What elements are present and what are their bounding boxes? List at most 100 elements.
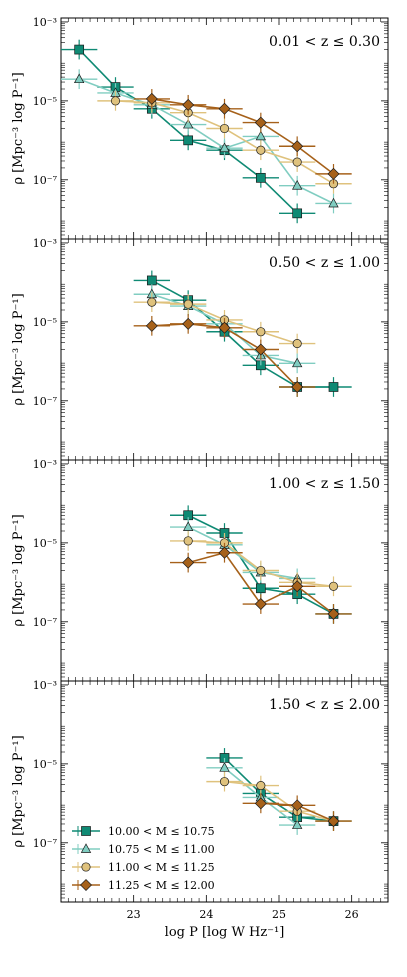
panel-3: 10⁻³ 10⁻⁵ 10⁻⁷ ρ [Mpc⁻³ log P⁻¹] 1.00 < z ≤ … bbox=[11, 458, 389, 682]
data-point bbox=[291, 819, 303, 829]
data-point bbox=[327, 167, 340, 180]
data-point bbox=[328, 581, 339, 591]
legend-marker bbox=[81, 862, 91, 872]
data-point bbox=[218, 102, 231, 115]
legend-label: 11.25 < M ≤ 12.00 bbox=[108, 879, 215, 892]
series-4 bbox=[133, 89, 352, 184]
series-line bbox=[151, 98, 334, 175]
legend-marker bbox=[80, 879, 92, 891]
data-point bbox=[183, 299, 193, 309]
data-point bbox=[291, 380, 304, 393]
data-point bbox=[147, 297, 157, 307]
data-point bbox=[291, 357, 303, 368]
data-point bbox=[256, 781, 266, 791]
y-tick-label: 10⁻³ bbox=[33, 679, 57, 692]
y-tick-label: 10⁻⁷ bbox=[33, 174, 58, 187]
panel-frame bbox=[60, 459, 389, 682]
series-line bbox=[187, 526, 298, 580]
series-line bbox=[151, 279, 334, 388]
panel-title: 0.50 < z ≤ 1.00 bbox=[269, 255, 380, 271]
data-point bbox=[254, 343, 267, 356]
y-tick-label: 10⁻³ bbox=[33, 16, 57, 29]
data-point bbox=[255, 583, 266, 594]
data-point bbox=[182, 118, 194, 129]
y-axis-label: ρ [Mpc⁻³ log P⁻¹] bbox=[11, 514, 26, 626]
data-point bbox=[254, 797, 267, 810]
data-point bbox=[145, 92, 158, 105]
panel-1: 10⁻³ 10⁻⁵ 10⁻⁷ ρ [Mpc⁻³ log P⁻¹] 0.01 < z ≤ … bbox=[11, 16, 389, 240]
data-point bbox=[182, 521, 194, 531]
y-tick-label: 10⁻³ bbox=[33, 237, 57, 250]
data-point bbox=[74, 44, 85, 55]
legend-label: 10.75 < M ≤ 11.00 bbox=[108, 843, 215, 856]
y-axis-label: ρ [Mpc⁻³ log P⁻¹] bbox=[11, 72, 26, 184]
data-point bbox=[73, 73, 85, 84]
data-point bbox=[218, 546, 231, 559]
data-point bbox=[254, 598, 267, 611]
data-point bbox=[256, 327, 266, 337]
data-point bbox=[110, 96, 121, 106]
y-axis-label: ρ [Mpc⁻³ log P⁻¹] bbox=[11, 735, 26, 847]
y-tick-label: 10⁻⁵ bbox=[33, 95, 57, 108]
panel-4: 10⁻³ 10⁻⁵ 10⁻⁷ ρ [Mpc⁻³ log P⁻¹] 1.50 < z ≤ … bbox=[11, 679, 389, 940]
data-point bbox=[256, 565, 266, 576]
series-4 bbox=[170, 542, 352, 624]
data-point bbox=[292, 339, 302, 349]
legend-label: 10.00 < M ≤ 10.75 bbox=[108, 825, 215, 838]
series-4 bbox=[133, 313, 316, 397]
data-point bbox=[218, 321, 231, 334]
data-point bbox=[291, 799, 304, 812]
legend-marker bbox=[80, 843, 92, 853]
series-line bbox=[224, 780, 334, 822]
data-point bbox=[291, 140, 304, 153]
panel-title: 1.50 < z ≤ 2.00 bbox=[269, 697, 380, 713]
series-2 bbox=[61, 69, 352, 214]
data-point bbox=[183, 135, 194, 146]
legend: 10.00 < M ≤ 10.75 10.75 < M ≤ 11.00 11.00 … bbox=[72, 825, 215, 892]
data-point bbox=[255, 130, 267, 141]
data-point bbox=[256, 145, 266, 155]
data-point bbox=[146, 275, 157, 286]
data-point bbox=[219, 762, 230, 772]
x-tick-label: 25 bbox=[272, 908, 286, 921]
x-tick-label: 26 bbox=[345, 908, 359, 921]
data-point bbox=[219, 142, 230, 153]
panel-title: 0.01 < z ≤ 0.30 bbox=[269, 34, 380, 50]
data-point bbox=[327, 607, 340, 620]
y-axis-label: ρ [Mpc⁻³ log P⁻¹] bbox=[11, 293, 26, 405]
legend-label: 11.00 < M ≤ 11.25 bbox=[108, 861, 215, 874]
x-tick-label: 24 bbox=[199, 908, 213, 921]
panel-frame bbox=[60, 238, 389, 461]
y-tick-label: 10⁻⁷ bbox=[33, 616, 58, 629]
data-point bbox=[328, 382, 339, 392]
data-point bbox=[219, 123, 230, 134]
data-point bbox=[182, 98, 195, 111]
data-point bbox=[292, 208, 303, 219]
data-point bbox=[182, 556, 195, 569]
data-point bbox=[255, 172, 266, 183]
y-tick-label: 10⁻³ bbox=[33, 458, 57, 471]
y-tick-label: 10⁻⁵ bbox=[33, 758, 57, 771]
data-point bbox=[292, 157, 302, 167]
data-point bbox=[291, 179, 303, 190]
y-tick-label: 10⁻⁵ bbox=[33, 537, 57, 550]
panel-title: 1.00 < z ≤ 1.50 bbox=[269, 476, 380, 492]
data-point bbox=[254, 116, 267, 129]
y-tick-label: 10⁻⁵ bbox=[33, 316, 57, 329]
data-point bbox=[145, 319, 158, 332]
data-point bbox=[328, 197, 339, 208]
x-tick-label: 23 bbox=[127, 908, 141, 921]
series-1 bbox=[133, 270, 352, 397]
data-point bbox=[219, 777, 230, 787]
data-point bbox=[291, 580, 304, 593]
y-tick-label: 10⁻⁷ bbox=[33, 837, 58, 850]
series-line bbox=[78, 78, 334, 205]
y-tick-label: 10⁻⁷ bbox=[33, 395, 58, 408]
panel-2: 10⁻³ 10⁻⁵ 10⁻⁷ ρ [Mpc⁻³ log P⁻¹] 0.50 < z ≤ … bbox=[11, 237, 389, 461]
legend-marker bbox=[81, 826, 91, 836]
data-point bbox=[182, 317, 195, 330]
series-4 bbox=[242, 793, 352, 831]
x-axis-label: log P [log W Hz⁻¹] bbox=[165, 925, 285, 940]
data-point bbox=[183, 536, 193, 546]
